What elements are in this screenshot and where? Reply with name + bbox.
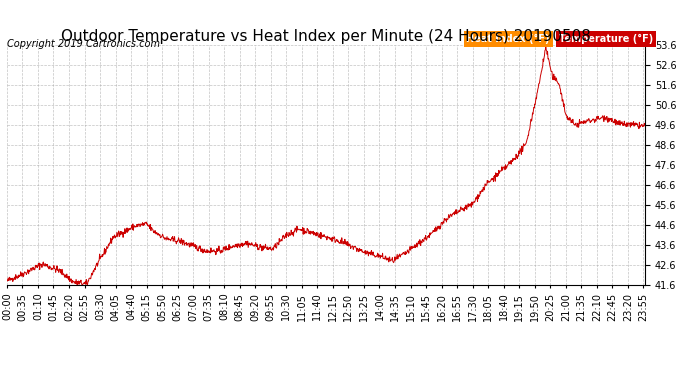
Text: Heat Index (°F): Heat Index (°F) xyxy=(466,34,550,44)
Text: Copyright 2019 Cartronics.com: Copyright 2019 Cartronics.com xyxy=(7,39,160,50)
Text: Temperature (°F): Temperature (°F) xyxy=(559,34,653,44)
Title: Outdoor Temperature vs Heat Index per Minute (24 Hours) 20190508: Outdoor Temperature vs Heat Index per Mi… xyxy=(61,29,591,44)
